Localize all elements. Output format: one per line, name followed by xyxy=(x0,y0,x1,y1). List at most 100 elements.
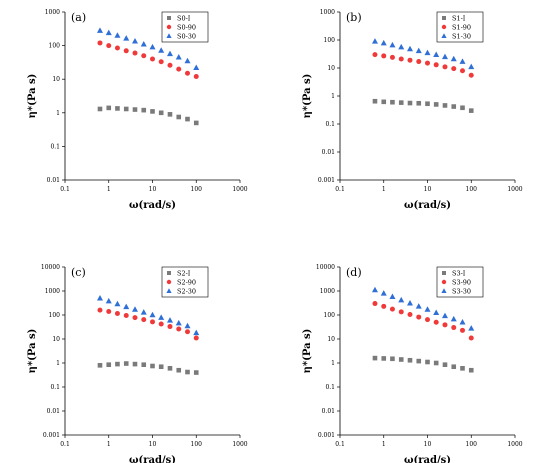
y-tick-label: 0.1 xyxy=(325,384,335,391)
data-point xyxy=(398,43,405,50)
data-point xyxy=(390,356,395,362)
data-point xyxy=(185,329,191,335)
data-point xyxy=(425,317,430,323)
data-point xyxy=(150,109,155,114)
data-point xyxy=(97,40,103,46)
y-tick-label: 100 xyxy=(49,43,61,50)
y-tick-label: 1000 xyxy=(320,9,335,16)
data-point xyxy=(381,356,387,361)
legend-label: S1-90 xyxy=(452,23,471,31)
y-tick-label: 1000 xyxy=(320,288,335,295)
data-point xyxy=(149,43,156,50)
legend-marker xyxy=(167,271,171,275)
data-point xyxy=(372,355,378,361)
data-point xyxy=(460,105,465,111)
data-point xyxy=(193,329,200,336)
data-point xyxy=(441,53,448,60)
y-tick-label: 1 xyxy=(56,360,60,367)
data-point xyxy=(459,58,466,64)
data-point xyxy=(141,362,147,367)
y-tick-label: 0.01 xyxy=(322,149,335,156)
data-point xyxy=(166,50,173,57)
data-point xyxy=(425,60,430,66)
legend-label: S0-90 xyxy=(177,23,196,31)
series-S3-30 xyxy=(371,286,475,331)
data-point xyxy=(468,72,474,78)
legend-marker xyxy=(442,271,446,275)
data-point xyxy=(416,100,422,106)
data-point xyxy=(451,325,457,331)
data-point xyxy=(442,362,448,367)
data-point xyxy=(123,361,129,366)
series-S2-30 xyxy=(96,295,200,336)
data-point xyxy=(407,57,413,63)
data-point xyxy=(460,68,466,74)
data-point xyxy=(158,47,165,53)
data-point xyxy=(468,108,474,113)
data-point xyxy=(141,317,147,323)
data-point xyxy=(398,309,404,315)
data-point xyxy=(167,366,173,371)
data-point xyxy=(123,303,130,310)
data-point xyxy=(468,335,474,341)
x-tick-label: 10 xyxy=(149,441,157,448)
x-axis-label: ω(rad/s) xyxy=(404,200,451,211)
data-point xyxy=(115,106,120,111)
data-point xyxy=(123,48,129,54)
y-tick-label: 100 xyxy=(324,37,336,44)
y-tick-label: 100 xyxy=(324,312,336,319)
data-point xyxy=(371,38,378,44)
x-tick-label: 100 xyxy=(466,186,478,193)
legend-marker xyxy=(166,24,172,30)
data-point xyxy=(389,54,395,60)
data-point xyxy=(398,100,404,105)
data-point xyxy=(132,107,138,112)
data-point xyxy=(450,55,457,62)
legend-marker xyxy=(441,33,447,38)
y-tick-label: 0.001 xyxy=(318,177,335,184)
y-tick-label: 10000 xyxy=(41,264,60,271)
data-point xyxy=(175,54,182,60)
y-tick-label: 1000 xyxy=(45,9,60,16)
legend-marker xyxy=(166,279,172,285)
data-point xyxy=(442,103,448,108)
data-point xyxy=(166,317,173,323)
series-S3-90 xyxy=(372,301,474,341)
data-point xyxy=(158,110,164,116)
x-axis-label: ω(rad/s) xyxy=(129,455,176,463)
data-point xyxy=(389,306,395,312)
x-tick-label: 0.1 xyxy=(60,186,70,193)
data-point xyxy=(451,104,457,109)
data-point xyxy=(380,39,387,46)
data-point xyxy=(150,319,155,325)
panel-label: (c) xyxy=(71,266,86,279)
data-point xyxy=(106,362,112,367)
y-tick-label: 0.001 xyxy=(318,432,335,439)
y-tick-label: 10 xyxy=(327,65,335,72)
data-point xyxy=(149,311,156,318)
data-point xyxy=(390,99,395,105)
panel-label: (d) xyxy=(346,266,362,279)
data-point xyxy=(131,38,138,44)
data-point xyxy=(140,309,147,315)
x-axis-label: ω(rad/s) xyxy=(404,455,451,463)
panel-label: (b) xyxy=(346,11,362,24)
legend-marker xyxy=(441,279,447,285)
data-point xyxy=(416,358,422,364)
data-point xyxy=(114,300,121,307)
x-tick-label: 1 xyxy=(382,186,386,193)
data-point xyxy=(381,303,387,309)
y-axis-label: η*(Pa s) xyxy=(302,74,313,119)
data-point xyxy=(185,70,191,76)
data-point xyxy=(407,311,413,317)
x-tick-label: 100 xyxy=(466,441,478,448)
y-tick-label: 0.001 xyxy=(43,432,60,439)
data-point xyxy=(193,370,199,375)
data-point xyxy=(398,296,405,303)
data-point xyxy=(106,43,112,49)
data-point xyxy=(433,319,439,325)
chart-panel-2: 0.001 0.01 0.1 1 10 100 1000 0.1 1 10 100 1000 ω(rad… xyxy=(302,9,523,211)
data-point xyxy=(407,357,413,363)
